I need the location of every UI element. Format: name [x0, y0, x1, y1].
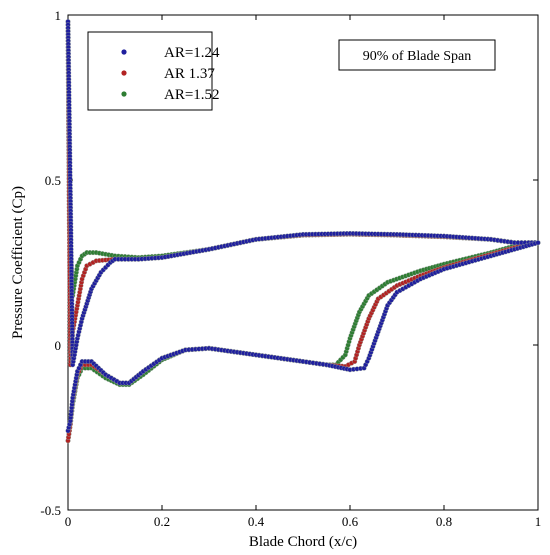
legend-label: AR=1.52: [164, 87, 220, 103]
legend: AR=1.24 AR 1.37 AR=1.52: [87, 31, 220, 111]
data-point: [535, 240, 541, 246]
x-tick-label: 0.8: [436, 514, 452, 529]
x-axis-ticks: 0 0.2 0.4 0.6 0.8 1: [65, 15, 542, 529]
y-tick-label: 1: [55, 8, 62, 23]
legend-marker: [121, 49, 127, 55]
x-tick-label: 0.2: [154, 514, 170, 529]
annotation-text: 90% of Blade Span: [363, 49, 471, 64]
legend-box: [87, 31, 213, 111]
x-tick-label: 0: [65, 514, 72, 529]
series-1: [65, 19, 541, 434]
legend-label: AR 1.37: [164, 66, 215, 82]
x-tick-label: 1: [535, 514, 542, 529]
legend-label: AR=1.24: [164, 45, 220, 61]
y-tick-label: 0: [55, 338, 62, 353]
y-axis-ticks: -0.5 0 0.5 1: [40, 8, 538, 518]
y-tick-label: -0.5: [40, 503, 61, 518]
y-tick-label: 0.5: [45, 173, 61, 188]
x-axis-label: Blade Chord (x/c): [249, 534, 357, 550]
x-tick-label: 0.4: [248, 514, 265, 529]
y-axis-label: Pressure Coefficient (Cp): [10, 186, 26, 339]
x-tick-label: 0.6: [342, 514, 359, 529]
series-layer: [65, 19, 541, 444]
legend-marker: [121, 91, 127, 97]
legend-marker: [121, 70, 127, 76]
annotation-box: 90% of Blade Span: [338, 39, 496, 71]
